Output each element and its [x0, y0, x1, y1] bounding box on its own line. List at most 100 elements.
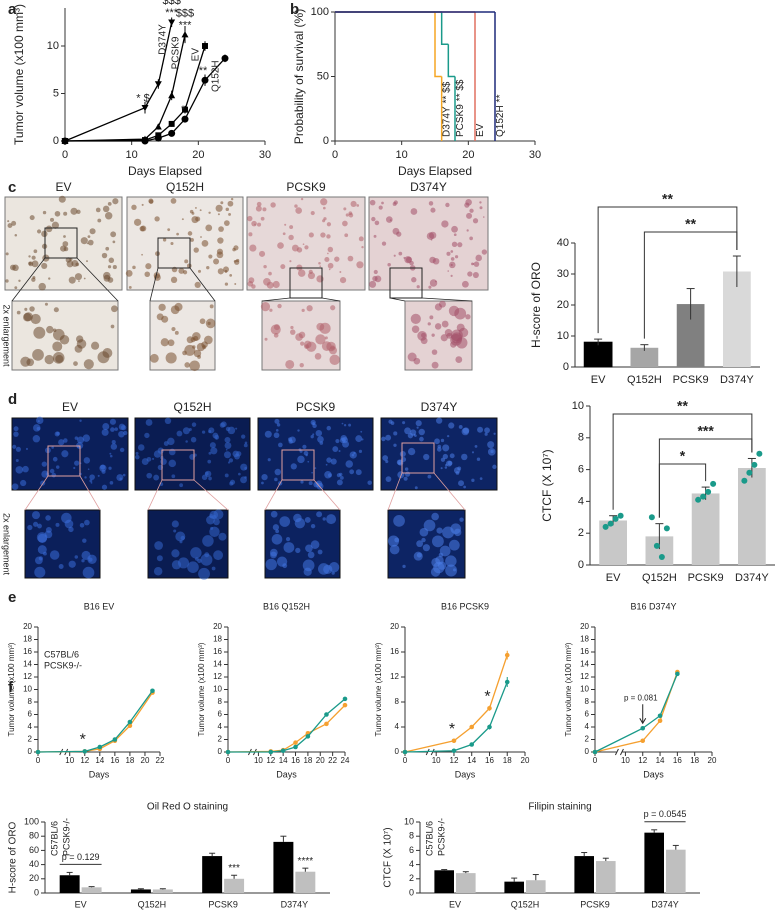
texture — [190, 547, 202, 559]
x-tick-label: Q152H — [138, 899, 167, 909]
texture — [270, 510, 278, 518]
series-label: D374Y ** $$ — [441, 81, 452, 137]
x-tick-label: 0 — [332, 149, 338, 161]
texture — [393, 443, 397, 447]
texture — [133, 218, 142, 226]
y-tick-label: 14 — [580, 660, 589, 669]
texture — [393, 254, 396, 257]
x-tick-label: PCSK9 — [688, 572, 724, 584]
texture — [257, 222, 262, 227]
marker — [675, 671, 680, 677]
y-tick-label: 100 — [311, 6, 329, 18]
texture — [171, 474, 176, 479]
texture — [224, 473, 229, 478]
marker — [293, 744, 298, 750]
texture — [209, 304, 214, 309]
texture — [326, 457, 332, 463]
texture — [185, 440, 188, 443]
texture — [306, 305, 313, 312]
texture — [52, 328, 65, 341]
texture — [206, 265, 210, 270]
texture — [320, 232, 326, 238]
marker — [182, 106, 188, 113]
texture — [264, 337, 268, 341]
texture — [464, 202, 470, 208]
texture — [37, 420, 40, 423]
texture — [131, 204, 137, 211]
y-tick-label: 0 — [28, 747, 33, 756]
texture — [277, 242, 284, 249]
significance-label: p = 0.0545 — [644, 809, 687, 819]
legend-entry: PCSK9-/- — [436, 818, 446, 856]
texture — [199, 318, 206, 325]
texture — [137, 444, 145, 451]
y-tick-label: 4 — [218, 722, 223, 731]
texture — [168, 459, 177, 468]
texture — [466, 212, 473, 219]
texture — [415, 420, 422, 427]
texture — [270, 202, 276, 208]
annotation: *** — [165, 7, 179, 19]
texture — [297, 269, 306, 277]
texture — [476, 457, 481, 461]
texture — [272, 280, 280, 289]
texture — [171, 549, 180, 558]
texture — [144, 271, 151, 278]
texture — [174, 330, 179, 335]
texture — [111, 305, 118, 313]
y-tick-label: 6 — [585, 710, 590, 719]
texture — [315, 334, 326, 345]
bar — [456, 873, 476, 893]
significance-bracket — [658, 463, 707, 518]
texture — [327, 246, 334, 253]
texture — [49, 217, 55, 222]
y-tick-label: 12 — [23, 672, 32, 681]
x-tick-label: 30 — [259, 149, 271, 161]
texture — [101, 428, 109, 436]
y-tick-label: 18 — [213, 635, 222, 644]
texture — [373, 269, 378, 275]
texture — [355, 469, 362, 476]
texture — [440, 467, 443, 470]
texture — [369, 280, 377, 288]
texture — [89, 474, 95, 480]
x-tick-label: 12 — [266, 756, 275, 765]
texture — [296, 247, 303, 253]
zoom-line — [193, 479, 229, 511]
y-tick-label: 0 — [578, 559, 584, 571]
x-tick-label: 16 — [110, 756, 119, 765]
texture — [274, 477, 278, 482]
texture — [374, 220, 380, 226]
texture — [271, 533, 283, 545]
texture — [91, 341, 100, 350]
texture — [208, 254, 213, 259]
texture — [80, 237, 88, 245]
texture — [193, 247, 199, 253]
marker — [324, 721, 329, 727]
y-tick-label: 14 — [213, 660, 222, 669]
texture — [338, 450, 341, 453]
texture — [41, 470, 49, 478]
texture — [445, 564, 458, 577]
chart-title: B16 Q152H — [263, 601, 310, 611]
zoom-line — [11, 257, 46, 302]
texture — [399, 450, 406, 458]
texture — [447, 270, 450, 272]
texture — [95, 207, 101, 213]
bar — [644, 832, 664, 893]
texture — [431, 349, 438, 355]
y-tick-label: 10 — [47, 40, 59, 52]
y-tick-label: 10 — [572, 400, 584, 412]
texture — [48, 277, 51, 280]
texture — [187, 231, 193, 236]
texture — [216, 251, 224, 259]
texture — [385, 434, 392, 441]
texture — [82, 566, 95, 579]
texture — [394, 537, 400, 543]
texture — [157, 447, 164, 454]
zoom-line — [189, 267, 216, 302]
texture — [86, 260, 88, 263]
texture — [436, 527, 443, 534]
series-line — [404, 654, 508, 753]
y-tick-label: 10 — [23, 685, 32, 694]
